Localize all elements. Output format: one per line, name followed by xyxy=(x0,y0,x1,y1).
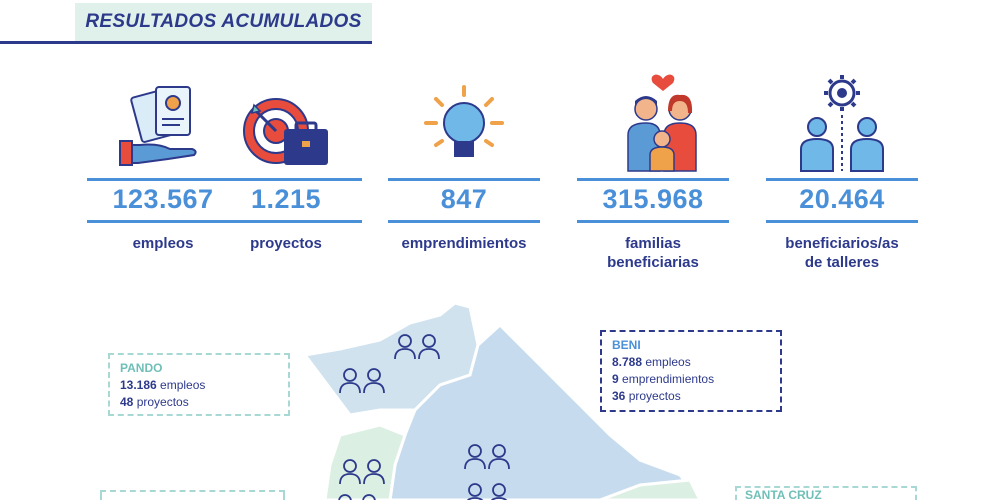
stat-empleos: 123.567 empleos xyxy=(87,60,239,280)
region-card-title: SANTA CRUZ xyxy=(745,488,822,500)
region-card-line: 13.186 empleos xyxy=(120,378,206,392)
stat-label: empleos xyxy=(132,235,194,252)
target-briefcase-icon xyxy=(210,65,362,175)
stat-divider-top xyxy=(388,178,540,181)
stat-label: emprendimientos xyxy=(401,235,527,252)
map-region-pando xyxy=(302,301,480,417)
stat-divider-bottom xyxy=(577,220,729,223)
stat-emprendimientos: 847 emprendimientos xyxy=(388,60,540,280)
stat-value: 847 xyxy=(440,184,488,214)
stat-divider-bottom xyxy=(766,220,918,223)
header-underline xyxy=(0,41,372,44)
lightbulb-icon xyxy=(388,65,540,175)
stat-divider-top xyxy=(577,178,729,181)
region-card-title: PANDO xyxy=(120,361,163,375)
stat-value: 315.968 xyxy=(602,184,704,214)
region-card-beni: BENI 8.788 empleos 9 emprendimientos 36 … xyxy=(600,330,782,412)
map-region-santacruz xyxy=(599,478,702,500)
stat-label-line2: de talleres xyxy=(804,254,880,271)
stat-value: 20.464 xyxy=(799,184,885,214)
stat-label: beneficiarios/as de talleres xyxy=(766,234,918,272)
region-card-line: 9 emprendimientos xyxy=(612,372,715,386)
stat-label-line1: beneficiarios/as xyxy=(785,235,899,252)
stat-divider-top xyxy=(210,178,362,181)
region-card-line: 48 proyectos xyxy=(120,395,189,409)
stat-label-line2: beneficiarias xyxy=(607,254,699,271)
stat-value: 123.567 xyxy=(112,184,214,214)
stat-value: 1.215 xyxy=(250,184,322,214)
section-header: RESULTADOS ACUMULADOS xyxy=(75,3,372,41)
person-icon-group xyxy=(338,334,510,500)
stat-divider-top xyxy=(766,178,918,181)
people-gear-icon xyxy=(766,65,918,175)
stat-label: familias beneficiarias xyxy=(577,234,729,272)
stat-label: proyectos xyxy=(250,235,322,252)
region-card-santacruz: SANTA CRUZ xyxy=(735,486,917,500)
region-card-title: BENI xyxy=(612,338,641,352)
map-region-lapaz xyxy=(323,423,407,500)
region-card-line: 8.788 empleos xyxy=(612,355,691,369)
section-title: RESULTADOS ACUMULADOS xyxy=(85,11,362,32)
job-offer-hand-icon xyxy=(87,65,239,175)
region-card-pando: PANDO 13.186 empleos 48 proyectos xyxy=(108,353,290,416)
stat-label-line1: familias xyxy=(625,235,681,252)
stat-talleres: 20.464 beneficiarios/as de talleres xyxy=(766,60,918,280)
stat-familias: 315.968 familias beneficiarias xyxy=(577,60,729,280)
region-card-line: 36 proyectos xyxy=(612,389,681,403)
stat-proyectos: 1.215 proyectos xyxy=(210,60,362,280)
stat-divider-top xyxy=(87,178,239,181)
stat-divider-bottom xyxy=(388,220,540,223)
stat-divider-bottom xyxy=(210,220,362,223)
region-card-partial xyxy=(100,490,285,500)
bolivia-map xyxy=(302,301,702,500)
stat-divider-bottom xyxy=(87,220,239,223)
family-heart-icon xyxy=(577,65,729,175)
